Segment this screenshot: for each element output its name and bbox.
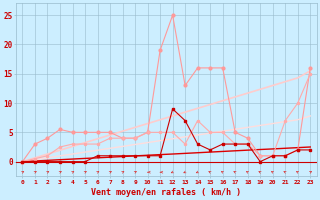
X-axis label: Vent moyen/en rafales ( km/h ): Vent moyen/en rafales ( km/h ): [92, 188, 241, 197]
